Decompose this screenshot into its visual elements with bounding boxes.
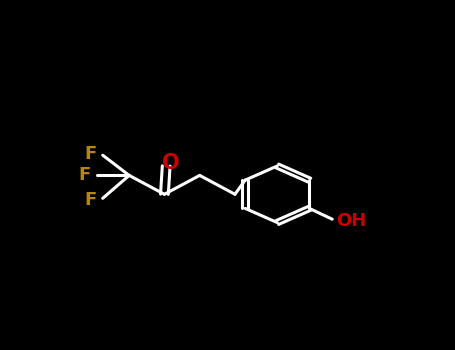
Text: F: F — [84, 191, 96, 209]
Text: F: F — [79, 166, 91, 184]
Text: F: F — [84, 145, 96, 163]
Text: O: O — [162, 153, 179, 173]
Text: OH: OH — [337, 212, 367, 230]
